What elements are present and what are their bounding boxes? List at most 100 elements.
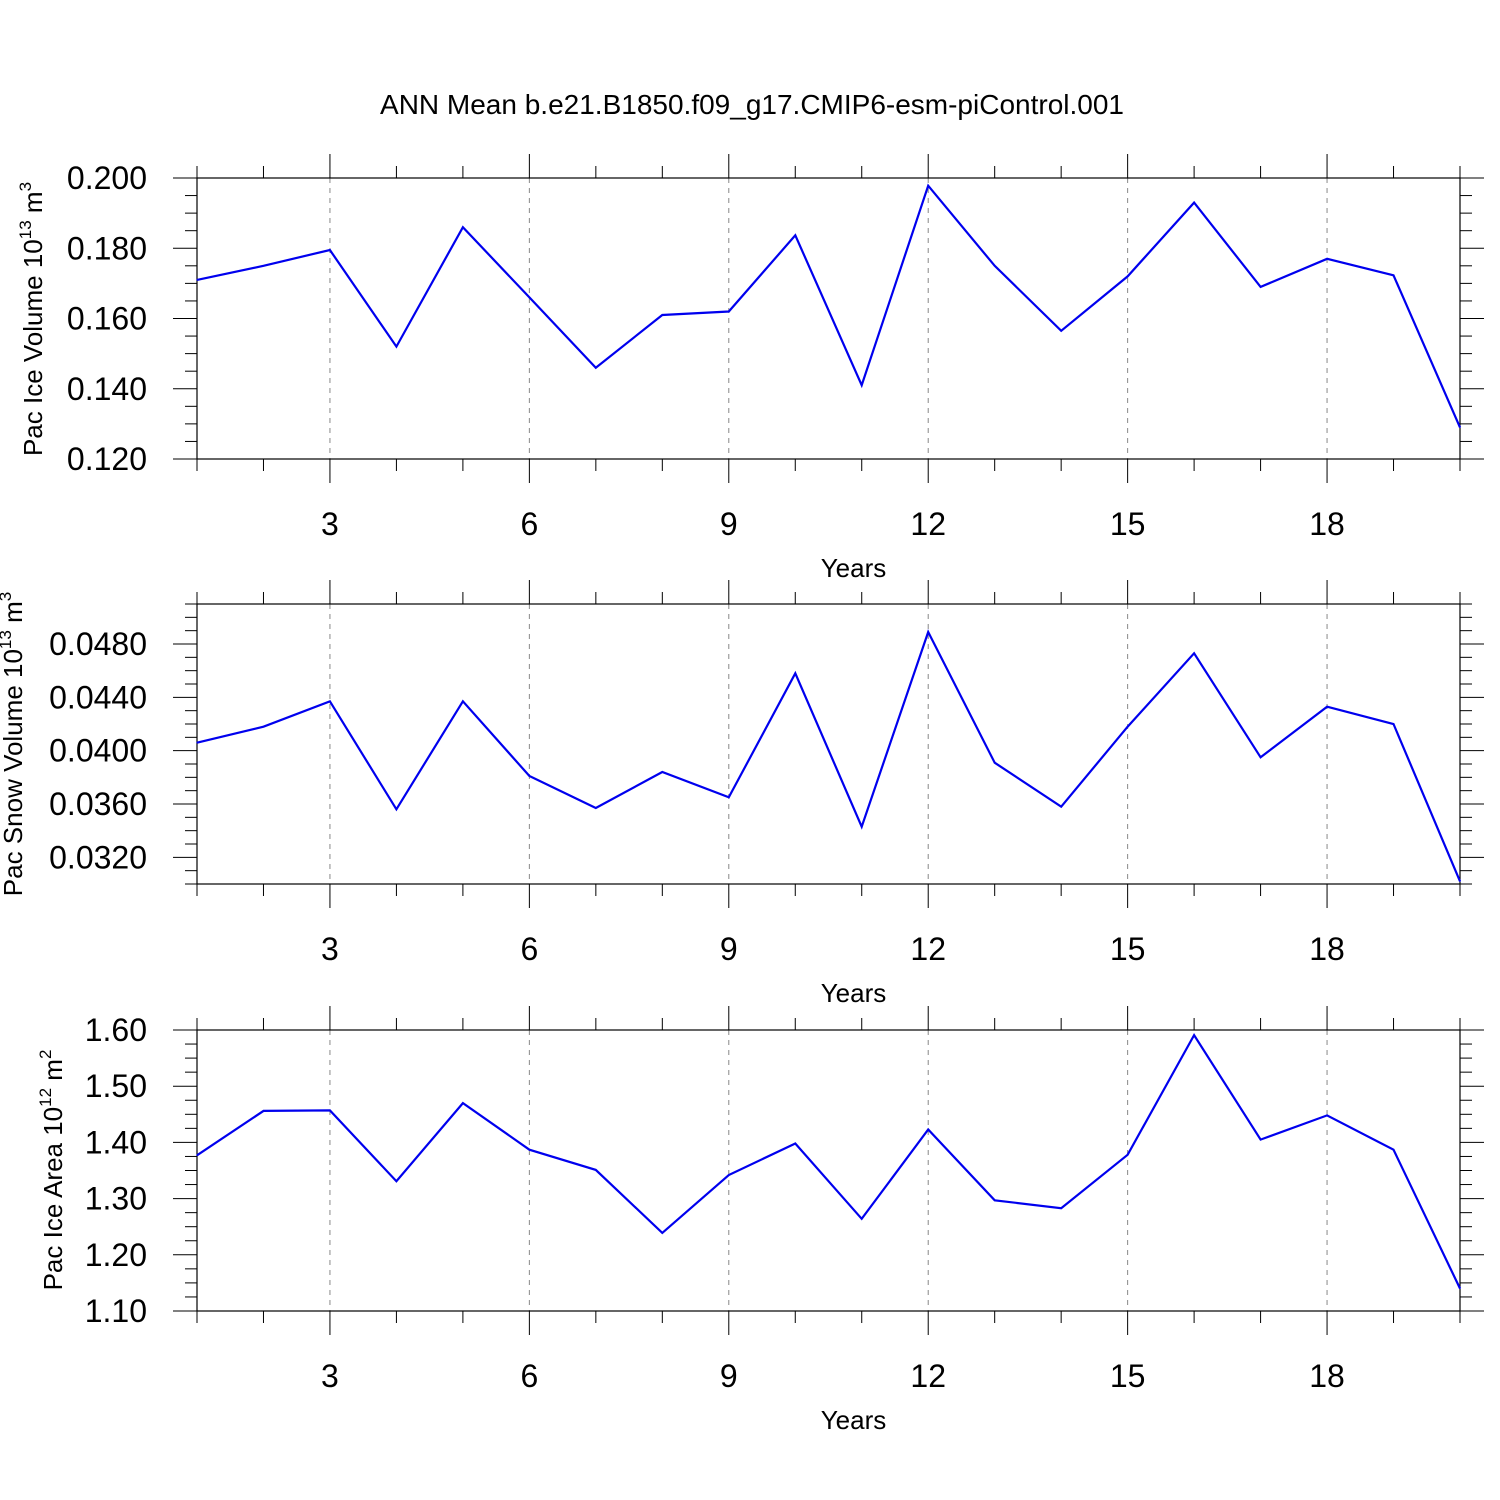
y-axis-label-unit: m — [0, 601, 28, 630]
data-point — [1459, 1287, 1461, 1290]
plot-frame — [196, 177, 1461, 460]
data-point — [1326, 258, 1328, 260]
data-point — [528, 1149, 530, 1151]
y-axis-label: Pac Snow Volume 1013 m3 — [0, 592, 28, 896]
x-tick-label: 18 — [1309, 1358, 1345, 1394]
y-axis-label-unit: m — [18, 191, 48, 220]
x-axis-label: Years — [821, 978, 887, 1008]
x-axis-label: Years — [821, 553, 887, 583]
y-tick-label: 1.30 — [85, 1181, 147, 1217]
x-tick-label: 15 — [1110, 1358, 1146, 1394]
data-point — [462, 700, 464, 702]
data-point — [196, 742, 198, 744]
y-axis-label-unit: m — [38, 1059, 68, 1088]
data-point — [1392, 723, 1395, 725]
y-tick-label: 1.50 — [85, 1068, 147, 1104]
data-point — [861, 384, 863, 386]
data-point — [1259, 1138, 1262, 1141]
series-line — [196, 183, 1462, 428]
data-point — [728, 796, 730, 798]
x-tick-label: 9 — [720, 931, 738, 967]
data-point — [1060, 806, 1062, 808]
y-axis-label-prefix: Pac Ice Volume 10 — [18, 239, 48, 456]
data-point — [794, 234, 796, 236]
y-axis-label: Pac Ice Volume 1013 m3 — [16, 182, 48, 456]
y-tick-label: 0.0440 — [49, 679, 147, 715]
y-axis-label: Pac Ice Area 1012 m2 — [36, 1050, 68, 1291]
data-point — [1459, 880, 1461, 882]
data-point — [661, 1232, 663, 1234]
x-tick-label: 9 — [720, 506, 738, 542]
x-tick-label: 15 — [1110, 931, 1146, 967]
data-point — [1392, 274, 1395, 276]
data-point — [595, 1169, 597, 1171]
data-point — [262, 726, 265, 728]
data-point — [994, 1199, 996, 1201]
x-tick-label: 18 — [1309, 506, 1345, 542]
y-tick-label: 0.140 — [67, 371, 147, 407]
x-tick-label: 9 — [720, 1358, 738, 1394]
y-tick-label: 0.0360 — [49, 786, 147, 822]
data-point — [329, 1109, 331, 1111]
data-point — [794, 672, 796, 674]
data-point — [661, 771, 663, 773]
x-tick-label: 6 — [520, 931, 538, 967]
data-point — [728, 310, 730, 313]
data-point — [595, 807, 597, 809]
y-axis-label-unit-exp: 2 — [36, 1050, 55, 1059]
data-point — [528, 296, 530, 299]
y-axis-label-exp: 13 — [16, 220, 35, 239]
y-tick-label: 0.200 — [67, 160, 147, 196]
data-point — [462, 1102, 464, 1104]
y-tick-label: 0.0320 — [49, 839, 147, 875]
plot-frame — [196, 1029, 1461, 1312]
data-point — [1127, 275, 1129, 277]
data-point — [1127, 1154, 1129, 1156]
y-tick-label: 1.40 — [85, 1124, 147, 1160]
data-point — [1193, 201, 1195, 204]
x-tick-label: 12 — [910, 931, 946, 967]
plot-frame — [196, 603, 1461, 885]
x-tick-label: 12 — [910, 1358, 946, 1394]
y-tick-label: 0.160 — [67, 301, 147, 337]
y-axis-label-unit-exp: 3 — [0, 592, 15, 601]
y-axis-label-prefix: Pac Snow Volume 10 — [0, 649, 28, 896]
x-tick-label: 3 — [321, 931, 339, 967]
data-point — [1392, 1149, 1395, 1151]
data-point — [1326, 706, 1328, 708]
y-axis-label-exp: 12 — [36, 1088, 55, 1107]
series-line — [196, 1032, 1461, 1289]
data-point — [1060, 1207, 1062, 1209]
x-tick-label: 3 — [321, 506, 339, 542]
y-tick-label: 1.60 — [85, 1012, 147, 1048]
data-point — [262, 265, 265, 267]
y-tick-label: 0.180 — [67, 230, 147, 266]
data-point — [329, 249, 331, 251]
data-point — [595, 367, 597, 369]
data-point — [1060, 330, 1062, 332]
y-tick-label: 0.0480 — [49, 626, 147, 662]
data-point — [861, 826, 863, 828]
data-point — [395, 346, 398, 348]
panel-1: 3 6 9 12 15 18 0.120 0.140 0.160 0.180 0.200 Years P… — [16, 154, 1484, 583]
series-line — [196, 629, 1462, 882]
panel-2: 3 6 9 12 15 18 0.0320 0.0360 0.0400 0.0440 0.0480 Y… — [0, 580, 1484, 1008]
x-tick-label: 12 — [910, 506, 946, 542]
x-axis-label: Years — [821, 1405, 887, 1435]
data-point — [395, 1180, 398, 1182]
data-point — [1326, 1114, 1328, 1117]
data-point — [1193, 652, 1195, 654]
data-point — [661, 314, 663, 316]
data-point — [1127, 726, 1129, 728]
data-point — [196, 1154, 198, 1156]
data-point — [196, 279, 198, 281]
data-point — [1259, 286, 1262, 288]
y-tick-label: 1.10 — [85, 1293, 147, 1329]
data-point — [395, 808, 398, 810]
x-tick-label: 6 — [520, 506, 538, 542]
panel-3: 3 6 9 12 15 18 1.10 1.20 1.30 1.40 1.50 1.60 Years Pa… — [36, 1006, 1484, 1435]
y-axis-label-unit-exp: 3 — [16, 182, 35, 191]
data-point — [861, 1218, 863, 1220]
data-point — [462, 226, 464, 228]
